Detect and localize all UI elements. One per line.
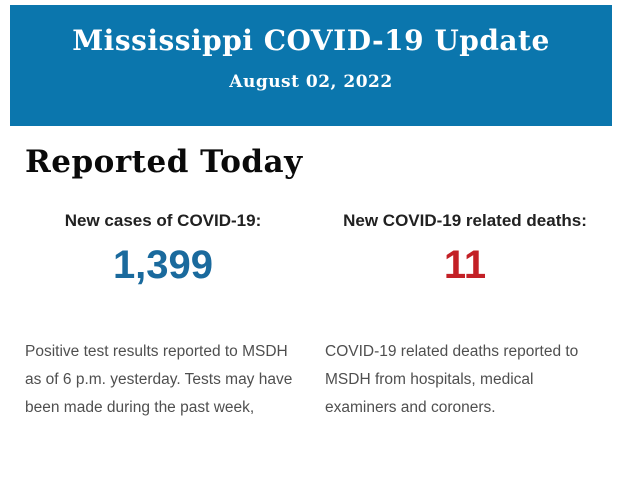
- new-cases-description: Positive test results reported to MSDH a…: [25, 343, 293, 416]
- report-date: August 02, 2022: [229, 72, 393, 92]
- new-deaths-label: New COVID-19 related deaths:: [343, 211, 587, 230]
- header-banner: Mississippi COVID-19 Update August 02, 2…: [10, 5, 612, 126]
- new-cases-value: 1,399: [112, 243, 214, 287]
- stat-card-new-cases: New cases of COVID-19: 1,399 Positive te…: [25, 210, 301, 422]
- new-deaths-value: 11: [443, 243, 487, 287]
- section-title-reported-today: Reported Today: [25, 144, 303, 180]
- page-title: Mississippi COVID-19 Update: [72, 24, 550, 57]
- new-deaths-description: COVID-19 related deaths reported to MSDH…: [325, 343, 579, 416]
- new-cases-label: New cases of COVID-19:: [64, 211, 262, 230]
- stat-card-new-deaths: New COVID-19 related deaths: 11 COVID-19…: [325, 210, 605, 422]
